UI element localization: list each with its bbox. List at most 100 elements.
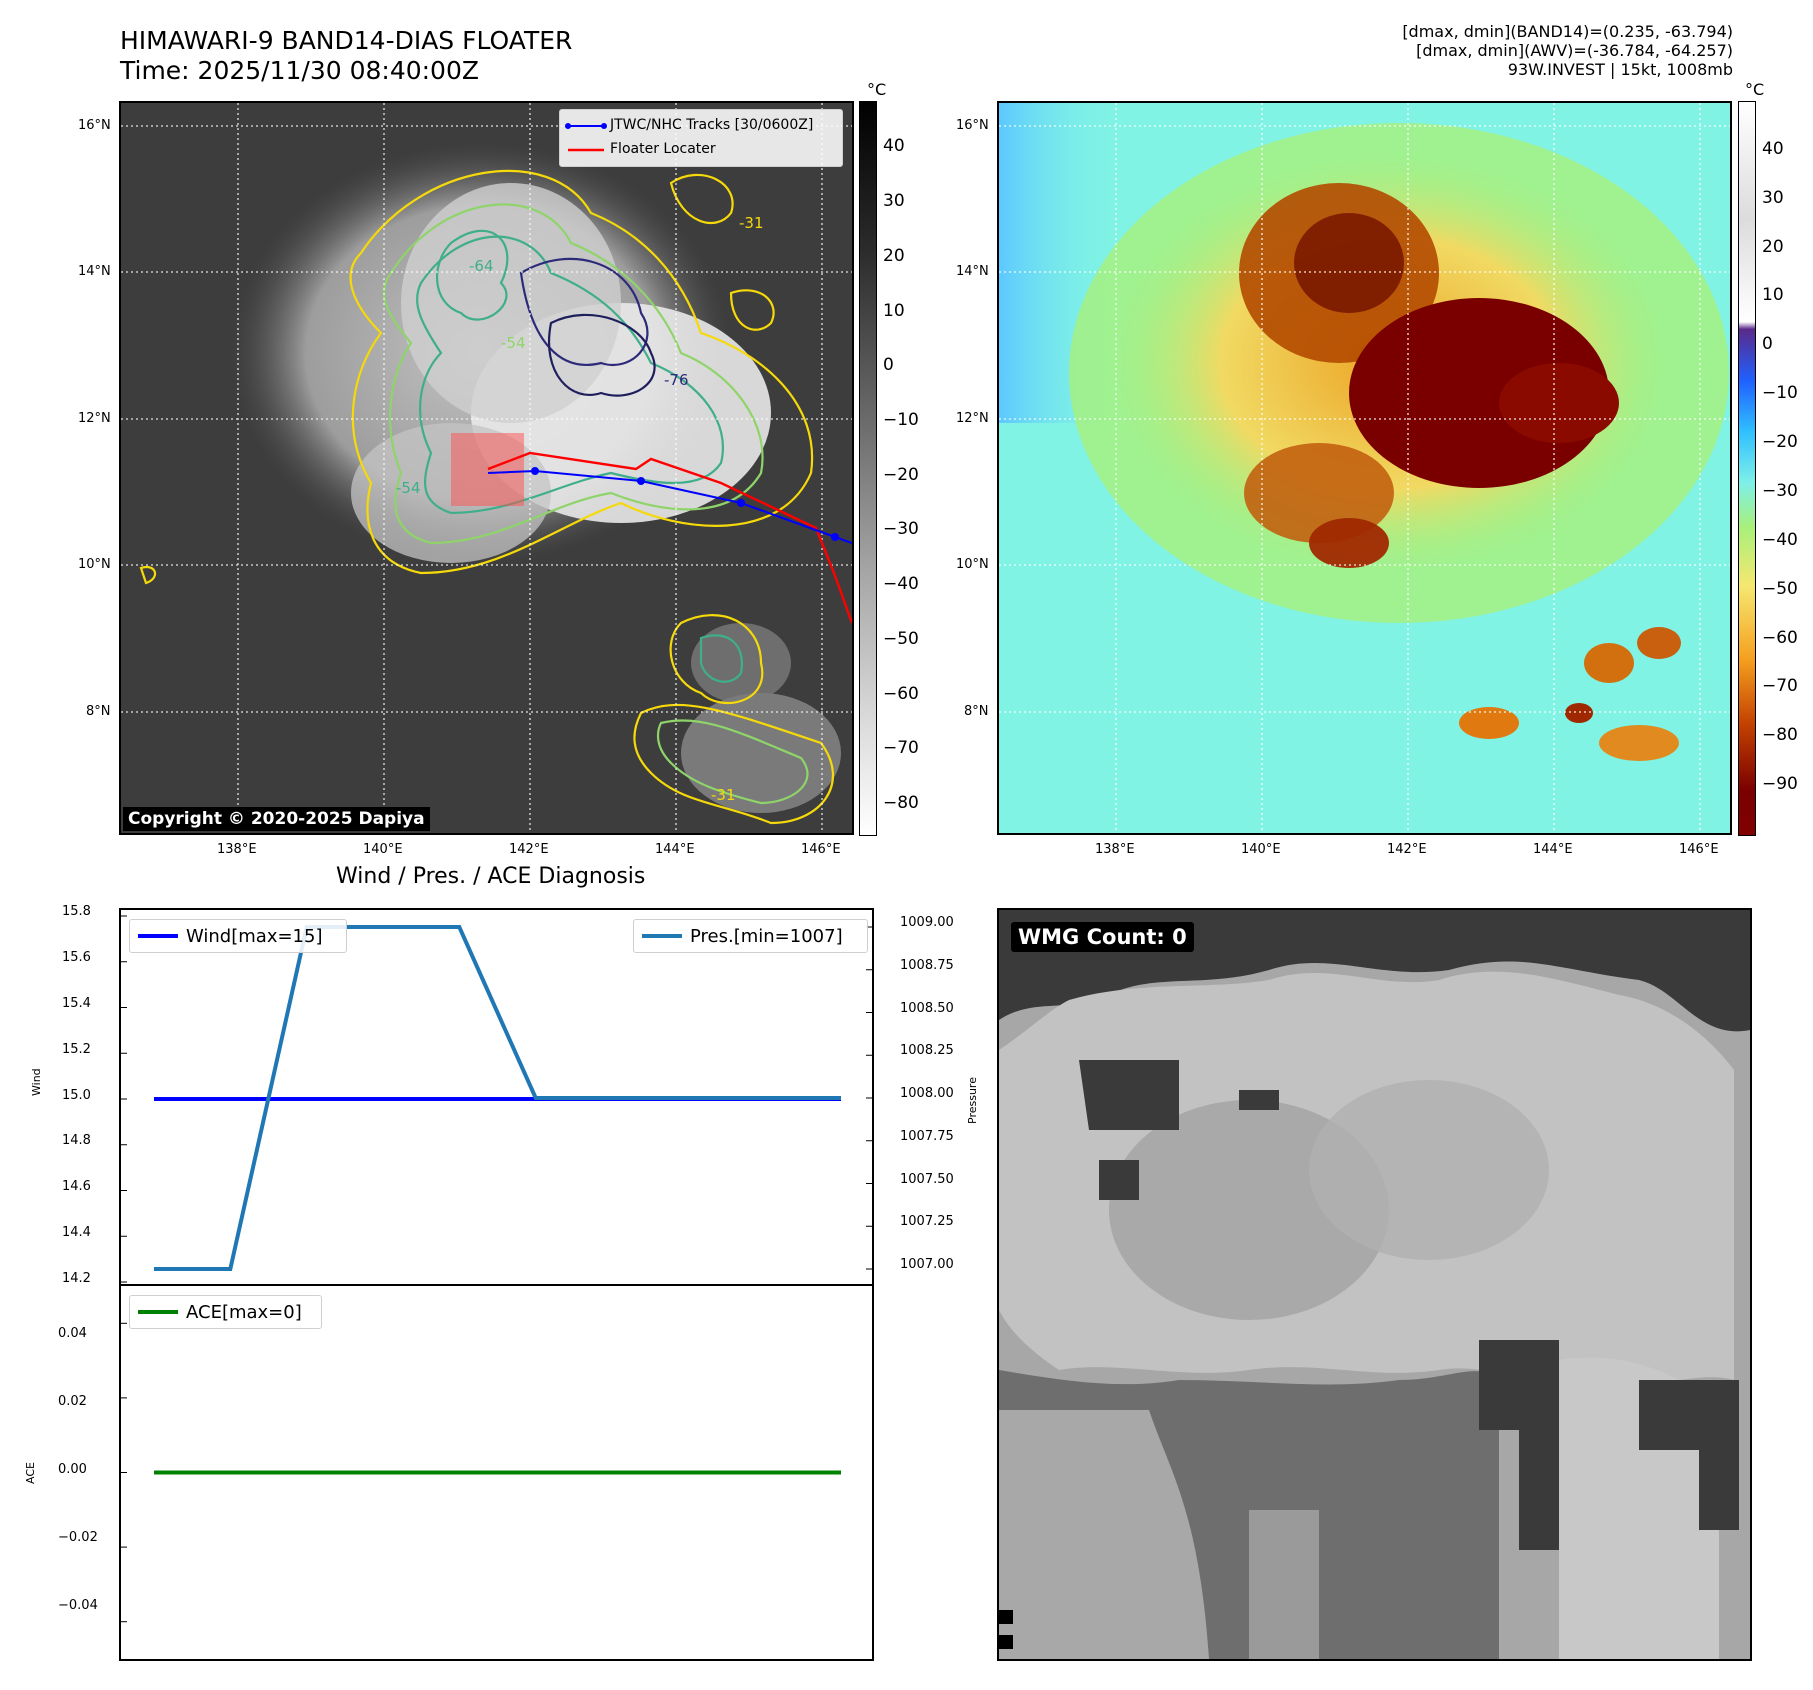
color-cb-tick-2: 20: [1762, 236, 1784, 257]
ace-legend: ACE[max=0]: [129, 1295, 322, 1329]
wind-tick-5: 14.8: [62, 1133, 91, 1149]
ir-cb-tick-4: 0: [883, 355, 894, 376]
pres-tick-1: 1008.75: [900, 957, 954, 973]
floater-locater-line: [487, 451, 852, 624]
pressure-series-line: [154, 925, 841, 1271]
ace-tick-marks: [121, 1322, 127, 1623]
ace-legend-label: ACE[max=0]: [186, 1302, 302, 1323]
ir-lat-16: 16°N: [78, 118, 111, 133]
ir-cb-tick-2: 20: [883, 245, 905, 266]
ir-lat-8: 8°N: [86, 704, 111, 719]
wmg-image: [999, 910, 1750, 1659]
wind-tick-1: 15.6: [62, 949, 91, 965]
color-lat-14: 14°N: [956, 264, 989, 279]
ir-map-legend: JTWC/NHC Tracks [30/0600Z] Floater Locat…: [559, 109, 843, 167]
ace-plot: [121, 1322, 841, 1623]
ir-map-image: -31 -54 -64 -76 -54 -31: [121, 103, 852, 833]
contour-label-54a: -54: [501, 334, 526, 352]
ir-lon-142: 142°E: [509, 842, 549, 857]
color-cb-tick-1: 30: [1762, 187, 1784, 208]
color-lon-140: 140°E: [1241, 842, 1281, 857]
color-cb-tick-3: 10: [1762, 285, 1784, 306]
color-lon-144: 144°E: [1533, 842, 1573, 857]
ir-lon-140: 140°E: [363, 842, 403, 857]
wind-tick-8: 14.2: [62, 1271, 91, 1286]
info-storm: 93W.INVEST | 15kt, 1008mb: [1507, 60, 1733, 79]
ir-lon-138: 138°E: [217, 842, 257, 857]
wind-axis-label: Wind: [30, 1068, 43, 1096]
color-map-panel: [997, 101, 1732, 835]
contour-label-64: -64: [469, 257, 494, 275]
color-map-image: [999, 103, 1730, 833]
color-cb-tick-8: −40: [1762, 529, 1798, 550]
ir-cb-tick-11: −70: [883, 738, 919, 759]
wind-legend: Wind[max=15]: [129, 919, 347, 953]
wind-tick-3: 15.2: [62, 1041, 91, 1057]
color-lat-16: 16°N: [956, 118, 989, 133]
ace-tick-3: −0.02: [58, 1530, 98, 1545]
info-block: [dmax, dmin](BAND14)=(0.235, -63.794) [d…: [1402, 22, 1733, 79]
ir-lat-14: 14°N: [78, 264, 111, 279]
color-colorbar-unit: °C: [1745, 80, 1765, 99]
ir-colorbar-unit: °C: [867, 80, 887, 99]
wind-legend-label: Wind[max=15]: [186, 926, 323, 947]
wind-tick-0: 15.8: [62, 904, 91, 919]
color-lat-10: 10°N: [956, 557, 989, 572]
ir-cb-tick-12: −80: [883, 792, 919, 813]
pressure-legend-label: Pres.[min=1007]: [690, 926, 843, 947]
color-lon-138: 138°E: [1095, 842, 1135, 857]
color-lon-142: 142°E: [1387, 842, 1427, 857]
color-cb-tick-10: −60: [1762, 627, 1798, 648]
ir-cb-tick-8: −40: [883, 574, 919, 595]
ir-cb-tick-0: 40: [883, 136, 905, 157]
diagnosis-title: Wind / Pres. / ACE Diagnosis: [336, 864, 646, 889]
floater-box: [451, 433, 524, 506]
info-band14-range: [dmax, dmin](BAND14)=(0.235, -63.794): [1402, 22, 1733, 41]
contour-labels: -31 -54 -64 -76 -54 -31: [396, 214, 764, 804]
color-colorbar: [1738, 101, 1756, 836]
ir-cb-tick-1: 30: [883, 191, 905, 212]
legend-locater-label: Floater Locater: [610, 141, 716, 157]
wmg-panel: WMG Count: 0: [997, 908, 1752, 1661]
pressure-axis-label: Pressure: [966, 1077, 979, 1124]
figure-title: HIMAWARI-9 BAND14-DIAS FLOATER: [120, 26, 573, 55]
legend-track-label: JTWC/NHC Tracks [30/0600Z]: [610, 117, 814, 133]
ace-tick-2: 0.00: [58, 1462, 87, 1477]
pres-tick-4: 1008.00: [900, 1086, 954, 1101]
ace-tick-1: 0.02: [58, 1394, 87, 1409]
ir-cb-tick-9: −50: [883, 628, 919, 649]
ir-lat-12: 12°N: [78, 411, 111, 426]
contour-label-31a: -31: [739, 214, 764, 232]
figure-time: Time: 2025/11/30 08:40:00Z: [120, 56, 479, 85]
pressure-legend: Pres.[min=1007]: [633, 919, 868, 953]
pres-tick-5: 1007.75: [900, 1128, 954, 1144]
pres-tick-2: 1008.50: [900, 1000, 954, 1016]
color-cb-tick-5: −10: [1762, 383, 1798, 404]
pres-tick-6: 1007.50: [900, 1171, 954, 1187]
info-awv-range: [dmax, dmin](AWV)=(-36.784, -64.257): [1416, 41, 1733, 60]
ir-lon-146: 146°E: [801, 842, 841, 857]
ace-axis-label: ACE: [24, 1462, 37, 1484]
color-cb-tick-13: −90: [1762, 774, 1798, 795]
ir-map-panel: -31 -54 -64 -76 -54 -31 JTWC/NHC Tracks …: [119, 101, 854, 835]
contour-label-76: -76: [664, 371, 689, 389]
color-cb-tick-7: −30: [1762, 480, 1798, 501]
color-lat-8: 8°N: [964, 704, 989, 719]
color-cb-tick-6: −20: [1762, 432, 1798, 453]
ace-tick-4: −0.04: [58, 1598, 98, 1613]
ir-cb-tick-7: −30: [883, 519, 919, 540]
wind-pressure-panel: Wind[max=15] Pres.[min=1007]: [119, 908, 874, 1286]
ir-lon-144: 144°E: [655, 842, 695, 857]
color-cb-tick-11: −70: [1762, 676, 1798, 697]
wind-tick-4: 15.0: [62, 1087, 91, 1103]
contour-label-31b: -31: [711, 786, 736, 804]
color-cb-tick-4: 0: [1762, 334, 1773, 355]
jtwc-track-points: [531, 467, 839, 541]
pres-tick-0: 1009.00: [900, 915, 954, 930]
color-cb-tick-12: −80: [1762, 725, 1798, 746]
color-lon-146: 146°E: [1679, 842, 1719, 857]
pres-tick-7: 1007.25: [900, 1214, 954, 1230]
wind-tick-7: 14.4: [62, 1225, 91, 1241]
ir-lat-10: 10°N: [78, 557, 111, 572]
ace-tick-0: 0.04: [58, 1326, 87, 1341]
